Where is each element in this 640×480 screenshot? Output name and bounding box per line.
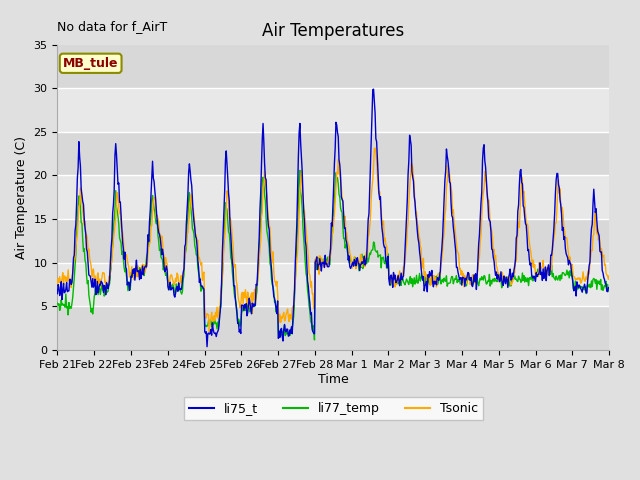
li77_temp [296, 168, 304, 173]
Tsonic [371, 145, 379, 151]
li75_t [206, 331, 214, 336]
Legend: li75_t, li77_temp, Tsonic: li75_t, li77_temp, Tsonic [184, 397, 483, 420]
li77_temp [63, 304, 71, 310]
li75_t [120, 256, 128, 262]
li75_t [63, 289, 71, 295]
Title: Air Temperatures: Air Temperatures [262, 22, 404, 40]
Text: MB_tule: MB_tule [63, 57, 118, 70]
Line: Tsonic: Tsonic [58, 148, 609, 332]
li77_temp [310, 337, 318, 343]
Line: li75_t: li75_t [58, 89, 609, 347]
Bar [58, 176, 609, 219]
Bar [58, 132, 609, 176]
Bar [58, 88, 609, 132]
Tsonic [418, 265, 426, 271]
Tsonic [605, 273, 613, 279]
Tsonic [402, 248, 410, 254]
li77_temp [120, 265, 128, 271]
Line: li77_temp: li77_temp [58, 170, 609, 340]
Tsonic [205, 329, 213, 335]
li77_temp [177, 288, 184, 293]
li75_t [203, 344, 211, 349]
Text: No data for f_AirT: No data for f_AirT [58, 20, 168, 33]
Tsonic [120, 251, 128, 257]
Bar [58, 263, 609, 306]
Bar [58, 306, 609, 350]
Tsonic [177, 280, 184, 286]
li75_t [418, 273, 426, 279]
Bar [58, 45, 609, 88]
li75_t [605, 286, 613, 291]
li77_temp [54, 300, 61, 306]
Bar [58, 219, 609, 263]
Tsonic [54, 282, 61, 288]
Y-axis label: Air Temperature (C): Air Temperature (C) [15, 136, 28, 259]
li75_t [54, 291, 61, 297]
Tsonic [63, 278, 71, 284]
Tsonic [206, 317, 214, 323]
li77_temp [418, 273, 426, 278]
li75_t [370, 86, 378, 92]
li77_temp [205, 317, 213, 323]
li77_temp [402, 279, 410, 285]
li75_t [402, 232, 410, 238]
li75_t [177, 286, 184, 292]
X-axis label: Time: Time [318, 372, 349, 385]
li77_temp [605, 288, 613, 294]
